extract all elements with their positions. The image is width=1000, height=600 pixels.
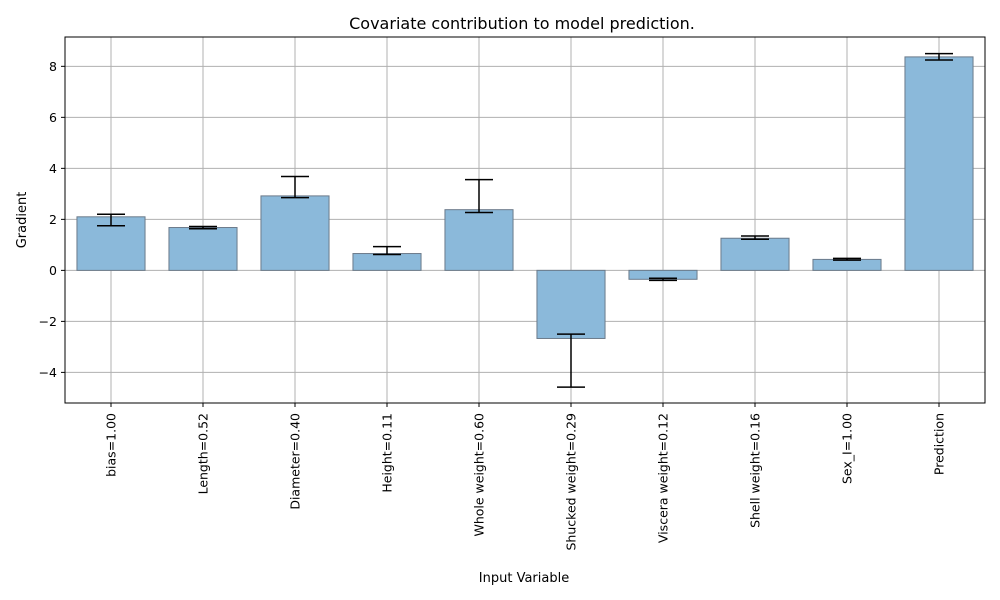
x-tick-label: Height=0.11 [380, 413, 395, 493]
x-tick-label: Prediction [932, 413, 947, 475]
x-tick-label: bias=1.00 [104, 413, 119, 477]
x-axis-label: Input Variable [479, 571, 569, 586]
bar [168, 227, 238, 271]
y-tick-label: 2 [49, 212, 57, 227]
x-tick-label: Length=0.52 [196, 413, 211, 494]
bar [352, 253, 422, 271]
plot-frame [64, 36, 986, 404]
bar [260, 195, 330, 271]
bar [720, 237, 790, 271]
y-axis-ticks: −4 −2 0 2 4 6 8 [39, 59, 65, 380]
y-tick-label: −4 [39, 365, 57, 380]
error-bars [97, 52, 953, 388]
bar [444, 209, 514, 271]
y-tick-label: −2 [39, 314, 57, 329]
x-tick-label: Whole weight=0.60 [472, 413, 487, 537]
x-tick-label: Shucked weight=0.29 [564, 413, 579, 551]
bar [904, 56, 974, 271]
y-tick-label: 6 [49, 110, 57, 125]
x-tick-label: Sex_I=1.00 [840, 413, 855, 484]
y-axis-label: Gradient [15, 192, 30, 249]
x-tick-label: Shell weight=0.16 [748, 413, 763, 528]
bars [76, 56, 974, 339]
chart-title: Covariate contribution to model predicti… [349, 14, 695, 33]
y-tick-label: 0 [49, 263, 57, 278]
y-tick-label: 8 [49, 59, 57, 74]
bar [812, 258, 882, 271]
x-tick-label: Diameter=0.40 [288, 413, 303, 510]
x-tick-label: Viscera weight=0.12 [656, 413, 671, 543]
bar [536, 269, 606, 339]
x-axis-ticks: bias=1.00 Length=0.52 Diameter=0.40 Height=… [104, 403, 947, 551]
y-tick-label: 4 [49, 161, 57, 176]
